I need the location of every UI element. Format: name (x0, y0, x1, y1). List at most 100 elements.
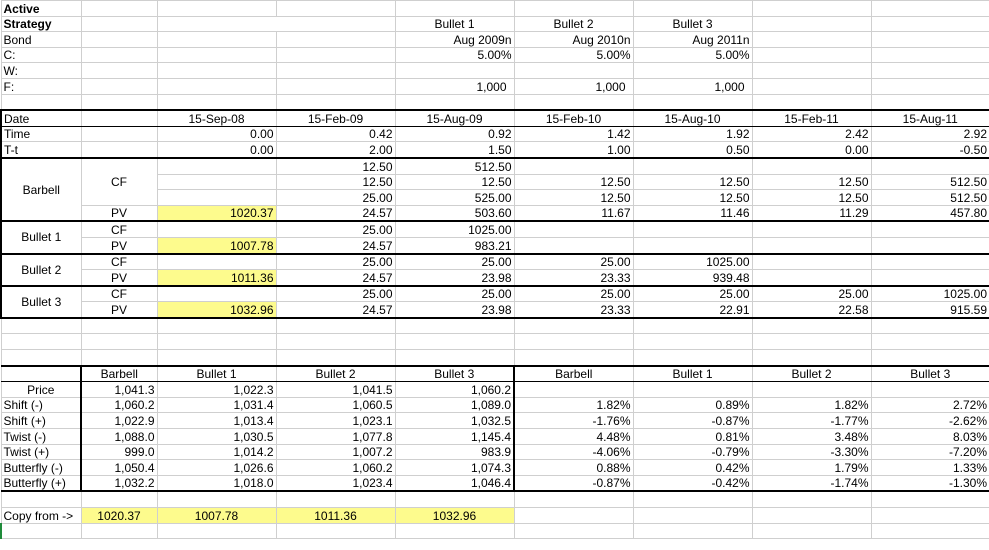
cell[interactable] (80, 62, 158, 79)
price-cell[interactable]: 1,026.6 (156, 459, 277, 476)
price-cell[interactable]: 1,041.3 (80, 381, 158, 398)
cell[interactable] (80, 31, 158, 48)
pv-cell[interactable]: 11.29 (751, 204, 872, 222)
cf-cell[interactable]: 25.00 (275, 189, 396, 206)
change-cell[interactable]: -0.87% (632, 412, 753, 430)
cell[interactable] (751, 46, 872, 64)
cell[interactable] (80, 333, 158, 351)
time-cell[interactable]: 2.92 (870, 125, 989, 143)
cell[interactable] (513, 507, 634, 524)
pv-cell[interactable]: 983.21 (394, 236, 515, 255)
date-cell[interactable]: 15-Sep-08 (156, 109, 277, 127)
cf-cell[interactable]: 512.50 (870, 173, 989, 191)
change-cell[interactable] (870, 381, 989, 398)
change-cell[interactable]: 1.79% (751, 459, 872, 476)
cf-cell[interactable]: 12.50 (632, 189, 753, 206)
cell[interactable] (751, 333, 872, 351)
pv-cell[interactable]: 939.48 (632, 269, 753, 287)
cell[interactable] (870, 333, 989, 351)
cell[interactable] (513, 333, 634, 351)
date-cell[interactable]: 15-Feb-10 (513, 109, 634, 127)
cell[interactable] (394, 93, 515, 111)
cell[interactable] (156, 46, 277, 64)
change-cell[interactable]: 0.42% (632, 459, 753, 476)
bond-maturity-cell[interactable]: Aug 2009n (394, 31, 515, 48)
cf-cell[interactable] (156, 220, 277, 238)
change-cell[interactable]: -0.87% (513, 474, 634, 492)
price-cell[interactable]: 1,031.4 (156, 396, 277, 414)
cf-cell[interactable]: 1025.00 (870, 284, 989, 303)
cell[interactable] (275, 522, 396, 540)
cell[interactable] (513, 349, 634, 367)
price-cell[interactable]: 999.0 (80, 443, 158, 461)
cf-cell[interactable]: 1025.00 (632, 252, 753, 271)
cell[interactable] (870, 31, 989, 48)
bond-name-cell[interactable]: Bullet 3 (632, 15, 753, 33)
cell[interactable] (870, 93, 989, 111)
cell[interactable] (156, 31, 277, 48)
time-cell[interactable]: 1.42 (513, 125, 634, 143)
scenario-label[interactable]: Butterfly (+) (0, 474, 82, 492)
date-cell[interactable]: 15-Aug-10 (632, 109, 753, 127)
cell[interactable] (394, 316, 515, 335)
time-cell[interactable]: 1.92 (632, 125, 753, 143)
price-cell[interactable]: 1,077.8 (275, 428, 396, 445)
cf-cell[interactable]: 12.50 (513, 173, 634, 191)
copy-value-cell[interactable]: 1011.36 (275, 507, 396, 524)
pv-label[interactable]: PV (80, 269, 158, 287)
cell[interactable] (0, 490, 82, 509)
cell[interactable] (275, 46, 396, 64)
price-cell[interactable]: 1,050.4 (80, 459, 158, 476)
cell[interactable] (751, 490, 872, 509)
cell[interactable] (80, 316, 158, 335)
cell[interactable] (870, 15, 989, 33)
bond-name-cell[interactable]: Bullet 2 (513, 15, 634, 33)
cell[interactable] (156, 0, 277, 17)
cell[interactable] (275, 349, 396, 367)
cell[interactable] (80, 349, 158, 367)
pv-cell[interactable]: 24.57 (275, 236, 396, 255)
cf-cell[interactable]: 12.50 (275, 156, 396, 175)
cell[interactable] (0, 316, 82, 335)
cell[interactable] (80, 109, 158, 127)
pv-cell[interactable]: 22.91 (632, 301, 753, 319)
cell[interactable] (870, 349, 989, 367)
cell[interactable] (394, 522, 515, 540)
cell[interactable] (394, 62, 515, 79)
cell[interactable] (275, 93, 396, 111)
change-cell[interactable]: 2.72% (870, 396, 989, 414)
cell[interactable] (870, 0, 989, 17)
row-label-bond[interactable]: Bond (0, 31, 82, 48)
cf-cell[interactable]: 25.00 (513, 284, 634, 303)
cell[interactable] (513, 522, 634, 540)
change-cell[interactable] (513, 381, 634, 398)
change-cell[interactable]: 0.81% (632, 428, 753, 445)
bond-face-cell[interactable]: 1,000 (394, 77, 515, 95)
price-cell[interactable]: 1,060.2 (275, 459, 396, 476)
scenario-label[interactable]: Shift (+) (0, 412, 82, 430)
cell[interactable] (80, 77, 158, 95)
cell[interactable] (80, 93, 158, 111)
pv-total-cell[interactable]: 1011.36 (156, 269, 277, 287)
pv-cell[interactable] (751, 236, 872, 255)
cell[interactable] (632, 62, 753, 79)
pv-cell[interactable]: 22.58 (751, 301, 872, 319)
price-cell[interactable]: 1,041.5 (275, 381, 396, 398)
portfolio-label-bullet2[interactable]: Bullet 2 (0, 252, 82, 287)
cell[interactable] (632, 507, 753, 524)
cell[interactable] (870, 46, 989, 64)
price-cell[interactable]: 1,013.4 (156, 412, 277, 430)
cf-label[interactable]: CF (80, 156, 158, 206)
cf-cell[interactable] (751, 156, 872, 175)
pv-cell[interactable] (870, 236, 989, 255)
cf-cell[interactable] (156, 189, 277, 206)
tt-cell[interactable]: 1.50 (394, 141, 515, 159)
scenario-label[interactable]: Twist (+) (0, 443, 82, 461)
bond-name-cell[interactable]: Bullet 1 (394, 15, 515, 33)
change-cell[interactable]: -1.76% (513, 412, 634, 430)
merged-cell[interactable] (156, 15, 396, 33)
price-cell[interactable]: 1,023.4 (275, 474, 396, 492)
price-cell[interactable]: 1,007.2 (275, 443, 396, 461)
row-label-tt[interactable]: T-t (0, 141, 82, 159)
cf-cell[interactable]: 512.50 (394, 156, 515, 175)
